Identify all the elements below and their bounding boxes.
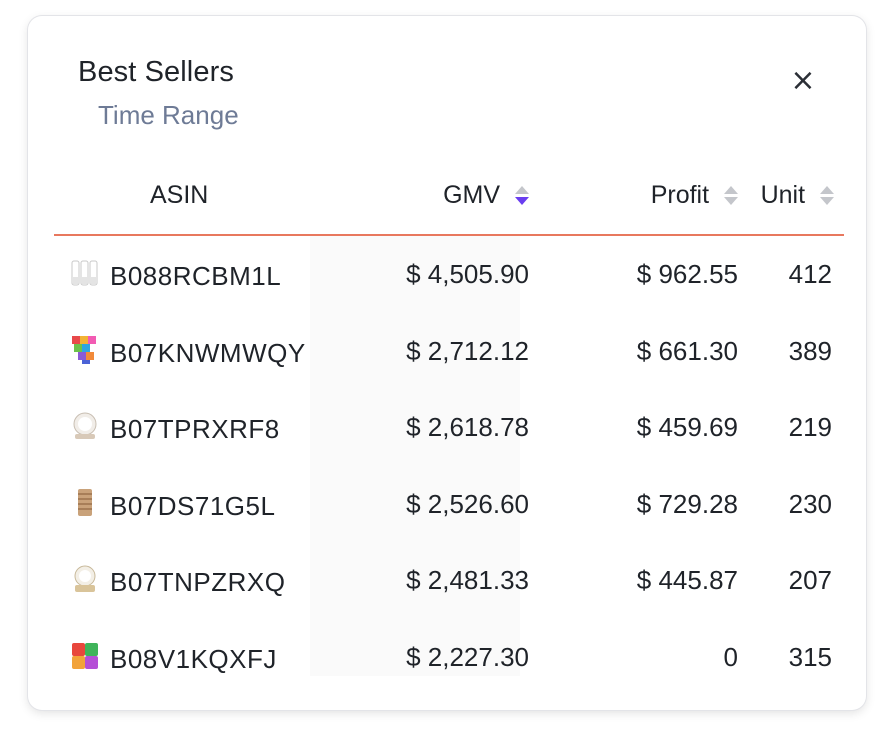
asin-cell: B07TNPZRXQ <box>70 542 308 619</box>
table-row[interactable]: B07TPRXRF8 $ 2,618.78 $ 459.69 219 <box>54 389 844 466</box>
profit-cell: $ 729.28 <box>636 488 738 519</box>
table-row[interactable]: B07TNPZRXQ $ 2,481.33 $ 445.87 207 <box>54 542 844 619</box>
gmv-cell: $ 2,618.78 <box>406 412 529 442</box>
asin-text: B07KNWMWQY <box>110 337 306 368</box>
gmv-cell: $ 2,526.60 <box>406 488 529 519</box>
asin-text: B07DS71G5L <box>110 490 276 521</box>
column-header-label: GMV <box>443 181 501 209</box>
product-thumbnail-icon <box>78 488 92 516</box>
close-button[interactable]: × <box>786 64 820 98</box>
close-icon: × <box>790 63 816 98</box>
unit-cell: 315 <box>788 641 832 672</box>
column-header-asin: ASIN <box>150 156 208 234</box>
best-sellers-card: Best Sellers Time Range × ASIN GMV Profi… <box>28 16 866 710</box>
sort-ascending-icon <box>724 186 738 195</box>
asin-cell: B07DS71G5L <box>70 466 308 543</box>
card-title: Best Sellers <box>78 56 234 88</box>
asin-text: B08V1KQXFJ <box>110 643 277 674</box>
profit-cell: $ 445.87 <box>636 565 738 595</box>
time-range-link[interactable]: Time Range <box>98 100 239 130</box>
unit-cell: 389 <box>788 335 832 366</box>
column-header-profit[interactable]: Profit <box>651 156 738 234</box>
gmv-cell: $ 2,481.33 <box>406 565 529 595</box>
product-thumbnail-icon <box>72 335 96 364</box>
unit-cell: 207 <box>788 565 832 595</box>
table-row[interactable]: B088RCBM1L $ 4,505.90 $ 962.55 412 <box>54 236 844 313</box>
product-thumbnail-icon <box>74 565 96 593</box>
best-sellers-table: ASIN GMV Profit Unit <box>54 156 844 695</box>
sort-icon[interactable] <box>820 183 834 209</box>
gmv-cell: $ 4,505.90 <box>406 259 529 289</box>
unit-cell: 412 <box>788 259 832 289</box>
column-header-unit[interactable]: Unit <box>761 156 834 234</box>
column-header-label: Unit <box>760 181 806 209</box>
asin-cell: B088RCBM1L <box>70 236 308 313</box>
asin-text: B07TPRXRF8 <box>110 413 280 444</box>
sorted-column-highlight <box>310 236 520 676</box>
asin-cell: B08V1KQXFJ <box>70 619 308 696</box>
asin-cell: B07TPRXRF8 <box>70 389 308 466</box>
sort-descending-icon <box>820 197 834 206</box>
asin-cell: B07KNWMWQY <box>70 313 308 390</box>
sort-ascending-icon <box>820 186 834 195</box>
asin-text: B07TNPZRXQ <box>110 566 286 597</box>
table-row[interactable]: B08V1KQXFJ $ 2,227.30 0 315 <box>54 619 844 696</box>
product-thumbnail-icon <box>72 642 98 669</box>
profit-cell: $ 459.69 <box>636 412 738 442</box>
product-thumbnail-icon <box>71 260 98 286</box>
profit-cell: $ 661.30 <box>636 335 738 366</box>
gmv-cell: $ 2,712.12 <box>406 335 529 366</box>
table-row[interactable]: B07DS71G5L $ 2,526.60 $ 729.28 230 <box>54 466 844 543</box>
sort-icon[interactable] <box>515 183 529 209</box>
sort-descending-icon <box>515 197 529 206</box>
column-header-gmv[interactable]: GMV <box>443 156 529 234</box>
profit-cell: 0 <box>723 641 738 672</box>
profit-cell: $ 962.55 <box>636 259 738 289</box>
unit-cell: 230 <box>788 488 832 519</box>
asin-text: B088RCBM1L <box>110 260 282 291</box>
table-header: ASIN GMV Profit Unit <box>54 156 844 236</box>
product-thumbnail-icon <box>73 412 97 440</box>
column-header-label: Profit <box>650 181 710 209</box>
sort-ascending-icon <box>515 186 529 195</box>
unit-cell: 219 <box>788 412 832 442</box>
sort-icon[interactable] <box>724 183 738 209</box>
sort-descending-icon <box>724 197 738 206</box>
table-row[interactable]: B07KNWMWQY $ 2,712.12 $ 661.30 389 <box>54 313 844 390</box>
column-header-label: ASIN <box>150 181 209 209</box>
gmv-cell: $ 2,227.30 <box>406 641 529 672</box>
